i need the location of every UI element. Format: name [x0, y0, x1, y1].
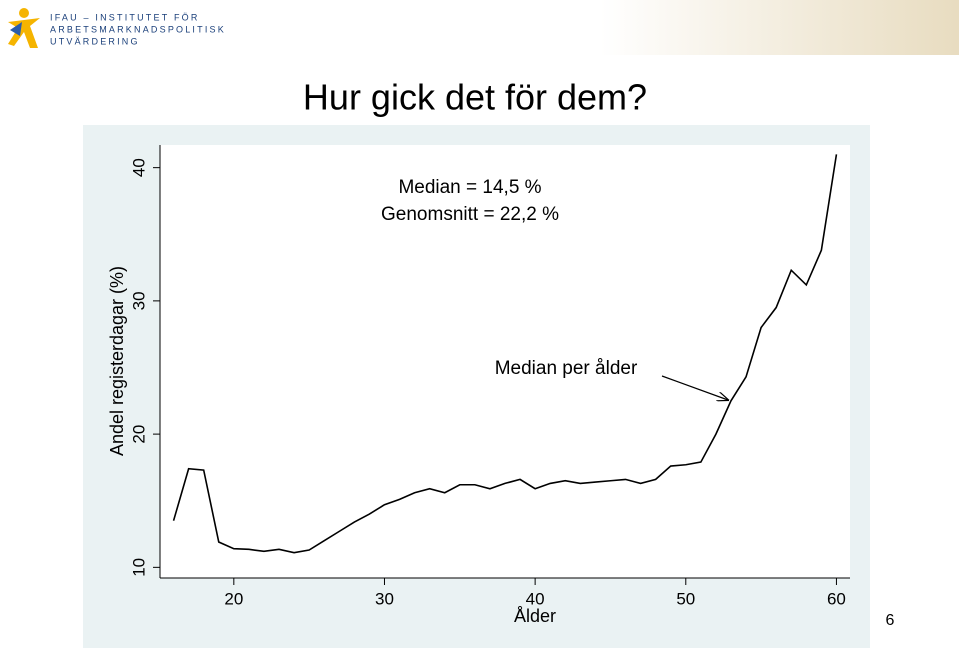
slide-title: Hur gick det för dem? [303, 77, 647, 118]
y-tick-label: 40 [129, 158, 148, 177]
y-tick-label: 10 [129, 558, 148, 577]
header-image [600, 0, 959, 55]
logo-text: IFAU – INSTITUTET FÖR [50, 12, 200, 22]
x-tick-label: 50 [676, 589, 695, 608]
logo-text: ARBETSMARKNADSPOLITISK [50, 24, 226, 34]
annotation: Median = 14,5 % [398, 177, 541, 198]
y-tick-label: 20 [129, 425, 148, 444]
x-tick-label: 40 [526, 589, 545, 608]
annotation: Genomsnitt = 22,2 % [381, 204, 559, 225]
x-axis-label: Ålder [514, 606, 556, 626]
y-axis-label: Andel registerdagar (%) [107, 266, 127, 456]
arrow [661, 375, 728, 400]
page-number: 6 [886, 612, 895, 629]
logo [8, 8, 40, 48]
plot-area [160, 145, 850, 578]
data-line [172, 154, 838, 554]
x-tick-label: 60 [827, 589, 846, 608]
x-tick-label: 20 [224, 589, 243, 608]
x-tick-label: 30 [375, 589, 394, 608]
annotation: Median per ålder [495, 358, 638, 379]
y-tick-label: 30 [129, 291, 148, 310]
logo-text: UTVÄRDERING [50, 36, 140, 46]
